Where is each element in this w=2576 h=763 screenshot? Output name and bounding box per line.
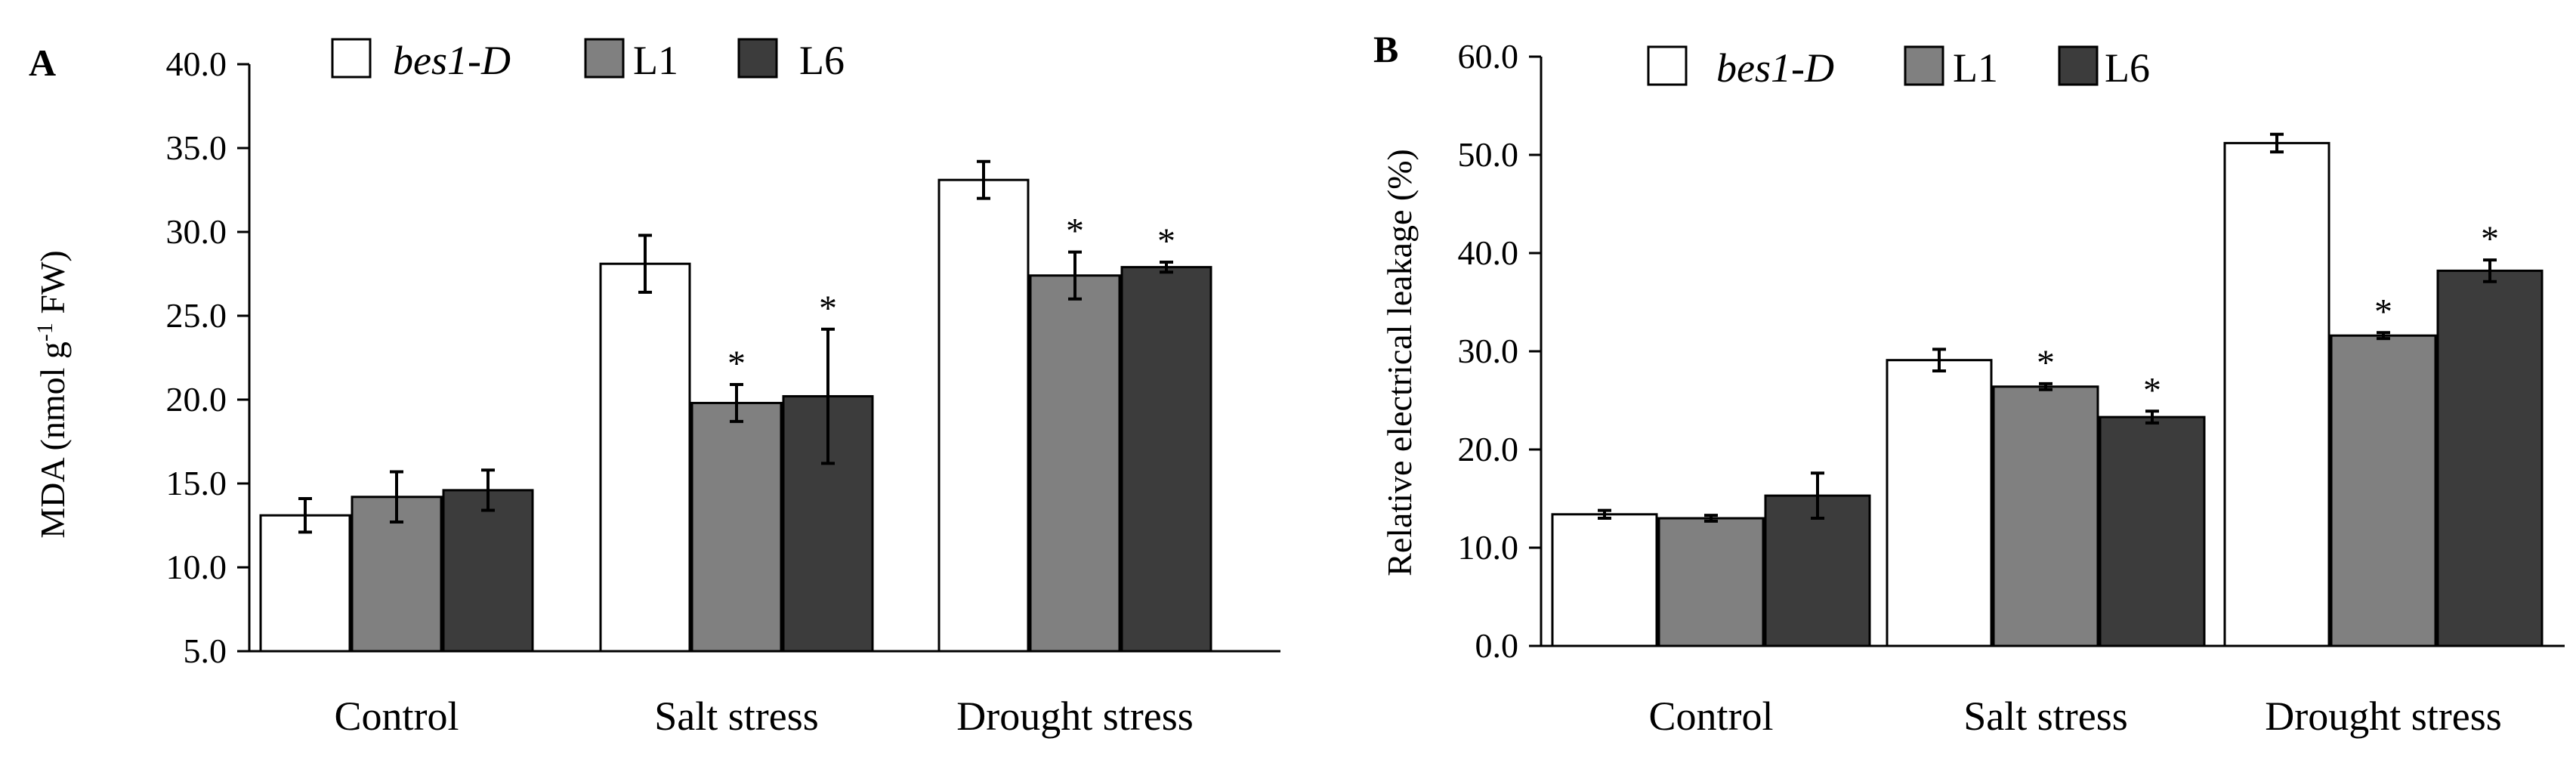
significance-asterisk: *: [1066, 212, 1084, 252]
category-label-control: Control: [1648, 693, 1773, 739]
significance-asterisk: *: [819, 289, 837, 329]
y-tick-labels-b: 0.0 10.0 20.0 30.0 40.0 50.0 60.0: [1458, 37, 1519, 665]
error-bar-drought-l6: [2483, 258, 2497, 283]
error-bars-a: [298, 159, 1173, 534]
error-bar-drought-bes1-d: [2270, 132, 2284, 154]
significance-asterisk: *: [1157, 221, 1175, 261]
legend-swatch-bes1-d: [331, 38, 372, 79]
error-bar-drought-l1: [2377, 331, 2390, 341]
error-bar-control-bes1-d: [298, 496, 312, 534]
error-bar-drought-bes1-d: [977, 159, 990, 200]
y-ticks-a: [237, 63, 249, 653]
panel-a-mda-chart: A bes1-D L1 L6 MDA (nmol g-1 FW): [29, 38, 1280, 739]
x-tick-labels-a: Control Salt stress Drought stress: [334, 693, 1193, 739]
significance-asterisk: *: [2481, 219, 2499, 259]
y-tick-label: 15.0: [166, 464, 227, 502]
bar-drought-l6: [1120, 266, 1212, 653]
significance-asterisk: *: [2374, 292, 2392, 332]
error-bar-control-l6: [481, 468, 495, 512]
y-tick-label: 10.0: [166, 548, 227, 586]
y-tick-label: 0.0: [1475, 626, 1519, 665]
y-tick-label: 60.0: [1458, 37, 1519, 76]
error-bar-control-l1: [1704, 514, 1718, 523]
y-tick-label: 5.0: [184, 632, 227, 670]
legend-label-l1: L1: [633, 38, 678, 83]
legend-swatch-bes1-d: [1647, 45, 1688, 86]
bar-control-l6: [1764, 494, 1871, 647]
category-label-salt-stress: Salt stress: [654, 693, 819, 739]
legend-swatch-l6: [737, 38, 778, 79]
category-label-control: Control: [334, 693, 459, 739]
error-bar-salt-l1: [730, 383, 743, 423]
y-axis-label-b: Relative electrical leakage (%): [1380, 149, 1419, 576]
error-bar-drought-l6: [1160, 260, 1173, 274]
legend-label-bes1-d: bes1-D: [1716, 45, 1834, 91]
legend-label-l6: L6: [799, 38, 845, 83]
significance-marks-a: * * * *: [727, 212, 1175, 384]
bar-drought-l6: [2436, 269, 2544, 647]
legend-label-bes1-d: bes1-D: [393, 38, 511, 83]
legend-label-l6: L6: [2105, 45, 2150, 91]
bar-drought-bes1-d: [2223, 141, 2330, 647]
error-bar-control-bes1-d: [1598, 508, 1611, 520]
bars-a: [259, 178, 1212, 653]
error-bar-salt-l1: [2039, 382, 2052, 391]
error-bar-control-l6: [1811, 471, 1824, 520]
y-tick-label: 50.0: [1458, 135, 1519, 174]
x-tick-labels-b: Control Salt stress Drought stress: [1648, 693, 2501, 739]
bar-salt-bes1-d: [599, 262, 691, 653]
y-axis-label-a: MDA (nmol g-1 FW): [32, 250, 72, 539]
y-tick-label: 40.0: [166, 45, 227, 83]
category-label-drought-stress: Drought stress: [2265, 693, 2501, 739]
panel-label-a: A: [29, 42, 56, 84]
y-tick-label: 30.0: [166, 212, 227, 251]
significance-asterisk: *: [727, 344, 746, 384]
bar-salt-l1: [1992, 385, 2099, 647]
y-tick-labels-a: 5.0 10.0 15.0 20.0 25.0 30.0 35.0 40.0: [166, 45, 227, 670]
category-label-drought-stress: Drought stress: [956, 693, 1193, 739]
bar-drought-l1: [1029, 274, 1121, 653]
y-tick-label: 20.0: [1458, 430, 1519, 468]
significance-asterisk: *: [2143, 370, 2161, 410]
y-tick-label: 10.0: [1458, 528, 1519, 567]
legend-swatch-l1: [584, 38, 625, 79]
error-bar-salt-l6: [821, 327, 835, 465]
y-tick-label: 35.0: [166, 128, 227, 167]
bar-salt-l6: [2099, 415, 2206, 647]
bar-control-l1: [1657, 517, 1765, 647]
legend-swatch-l1: [1904, 45, 1944, 86]
legend-swatch-l6: [2058, 45, 2099, 86]
bar-drought-bes1-d: [937, 178, 1030, 653]
bar-control-l6: [442, 489, 534, 653]
error-bar-drought-l1: [1068, 250, 1082, 301]
legend-b: bes1-D L1 L6: [1647, 45, 2150, 91]
significance-asterisk: *: [2037, 343, 2055, 383]
y-tick-label: 40.0: [1458, 233, 1519, 272]
error-bar-salt-l6: [2145, 409, 2159, 425]
legend-a: bes1-D L1 L6: [331, 38, 845, 83]
bar-drought-l1: [2330, 334, 2437, 647]
y-tick-label: 20.0: [166, 380, 227, 419]
y-ticks-b: [1529, 55, 1541, 647]
error-bars-b: [1598, 132, 2497, 523]
bar-salt-bes1-d: [1886, 359, 1993, 647]
panel-b-electrical-leakage-chart: B bes1-D L1 L6 Relative electrical leaka…: [1373, 28, 2565, 739]
y-tick-label: 30.0: [1458, 332, 1519, 370]
category-label-salt-stress: Salt stress: [1963, 693, 2128, 739]
legend-label-l1: L1: [1953, 45, 1998, 91]
error-bar-salt-bes1-d: [638, 233, 652, 294]
bars-b: [1551, 141, 2544, 647]
bar-control-bes1-d: [259, 514, 351, 653]
error-bar-salt-bes1-d: [1932, 348, 1946, 372]
y-tick-label: 25.0: [166, 296, 227, 335]
error-bar-control-l1: [390, 470, 403, 524]
panel-label-b: B: [1373, 28, 1398, 70]
significance-marks-b: * * * *: [2037, 219, 2499, 410]
bar-control-bes1-d: [1551, 513, 1658, 647]
bar-salt-l1: [690, 401, 783, 653]
